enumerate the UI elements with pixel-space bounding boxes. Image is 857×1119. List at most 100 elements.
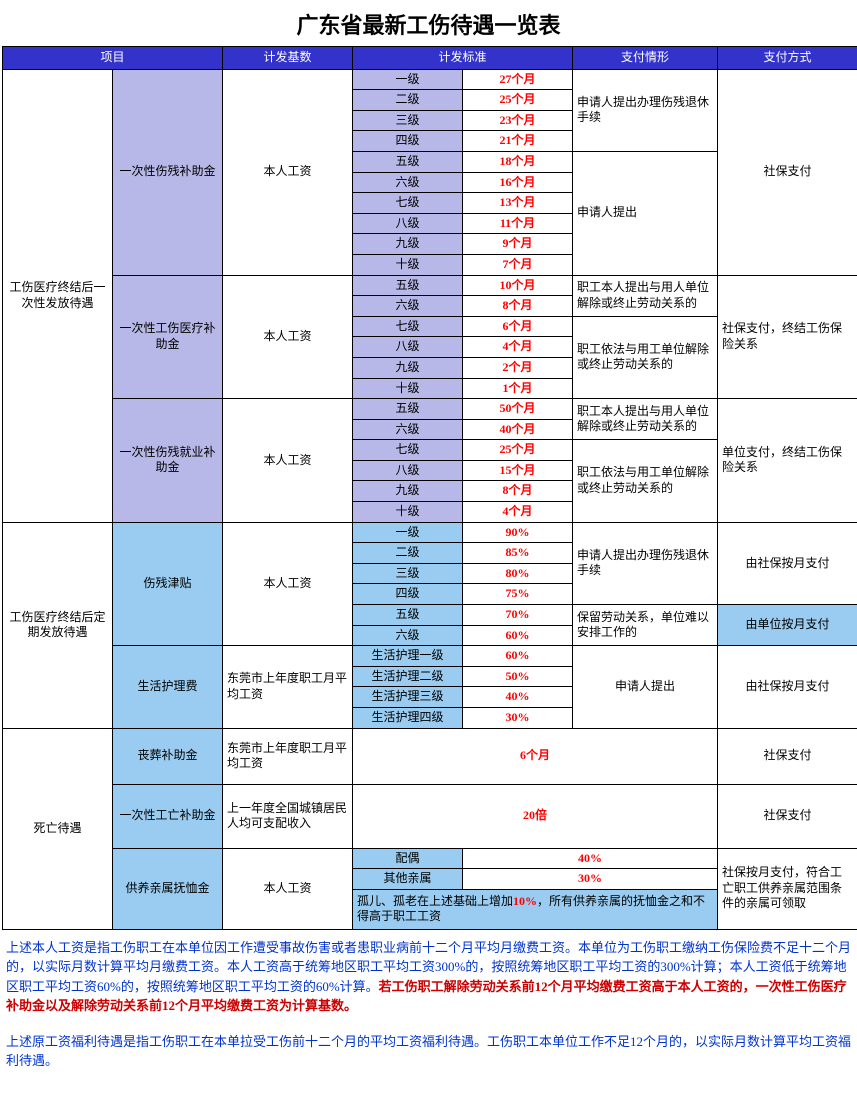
level: 配偶 [353, 848, 463, 869]
level: 其他亲属 [353, 869, 463, 890]
group-name: 一次性工伤医疗补助金 [113, 275, 223, 399]
level: 六级 [353, 296, 463, 317]
group-name: 供养亲属抚恤金 [113, 848, 223, 929]
level: 二级 [353, 543, 463, 564]
value: 18个月 [463, 151, 573, 172]
value: 90% [463, 522, 573, 543]
value: 40% [463, 687, 573, 708]
payment: 单位支付，终结工伤保险关系 [718, 399, 857, 523]
table-row: 一次性工亡补助金 上一年度全国城镇居民人均可支配收入 20倍 社保支付 [3, 784, 857, 848]
level: 六级 [353, 172, 463, 193]
th-situation: 支付情形 [573, 47, 718, 70]
situation: 申请人提出办理伤残退休手续 [573, 522, 718, 604]
payment: 社保支付 [718, 784, 857, 848]
footnote-1: 上述本人工资是指工伤职工在本单位因工作遭受事故伤害或者患职业病前十二个月平均月缴… [2, 930, 855, 1024]
group-name: 一次性伤残补助金 [113, 69, 223, 275]
value: 6个月 [463, 316, 573, 337]
value: 80% [463, 563, 573, 584]
value: 10个月 [463, 275, 573, 296]
situation: 职工依法与用工单位解除或终止劳动关系的 [573, 440, 718, 522]
value: 23个月 [463, 110, 573, 131]
value: 21个月 [463, 131, 573, 152]
value: 8个月 [463, 296, 573, 317]
table-row: 生活护理费 东莞市上年度职工月平均工资 生活护理一级 60% 申请人提出 由社保… [3, 646, 857, 667]
level: 三级 [353, 110, 463, 131]
base: 上一年度全国城镇居民人均可支配收入 [223, 784, 353, 848]
note-pct: 10% [513, 894, 537, 908]
level: 八级 [353, 213, 463, 234]
level: 四级 [353, 131, 463, 152]
section-name: 死亡待遇 [3, 728, 113, 929]
value: 11个月 [463, 213, 573, 234]
level: 三级 [353, 563, 463, 584]
level: 七级 [353, 193, 463, 214]
table-row: 供养亲属抚恤金 本人工资 配偶 40% 社保按月支付，符合工亡职工供养亲属范围条… [3, 848, 857, 869]
level: 十级 [353, 254, 463, 275]
level: 十级 [353, 502, 463, 523]
level: 生活护理二级 [353, 666, 463, 687]
section-name: 工伤医疗终结后一次性发放待遇 [3, 69, 113, 522]
value: 50个月 [463, 399, 573, 420]
value: 6个月 [353, 728, 718, 784]
value: 25个月 [463, 440, 573, 461]
benefits-table: 项目 计发基数 计发标准 支付情形 支付方式 工伤医疗终结后一次性发放待遇 一次… [2, 46, 857, 930]
page-title: 广东省最新工伤待遇一览表 [2, 2, 855, 46]
level: 五级 [353, 275, 463, 296]
table-row: 一次性工伤医疗补助金 本人工资 五级 10个月 职工本人提出与用人单位解除或终止… [3, 275, 857, 296]
payment: 社保支付，终结工伤保险关系 [718, 275, 857, 399]
value: 1个月 [463, 378, 573, 399]
th-base: 计发基数 [223, 47, 353, 70]
level: 八级 [353, 460, 463, 481]
group-name: 一次性伤残就业补助金 [113, 399, 223, 523]
situation: 职工本人提出与用人单位解除或终止劳动关系的 [573, 275, 718, 316]
situation: 保留劳动关系，单位难以安排工作的 [573, 605, 718, 646]
value: 60% [463, 625, 573, 646]
payment: 由单位按月支付 [718, 605, 857, 646]
level: 一级 [353, 522, 463, 543]
group-name: 一次性工亡补助金 [113, 784, 223, 848]
header-row: 项目 计发基数 计发标准 支付情形 支付方式 [3, 47, 857, 70]
situation: 申请人提出 [573, 646, 718, 728]
level: 九级 [353, 481, 463, 502]
base: 本人工资 [223, 848, 353, 929]
value: 60% [463, 646, 573, 667]
level: 一级 [353, 69, 463, 90]
value: 40个月 [463, 419, 573, 440]
level: 生活护理四级 [353, 708, 463, 729]
group-name: 生活护理费 [113, 646, 223, 728]
base: 本人工资 [223, 399, 353, 523]
level: 九级 [353, 234, 463, 255]
th-item: 项目 [3, 47, 223, 70]
level: 六级 [353, 419, 463, 440]
value: 4个月 [463, 337, 573, 358]
group-name: 丧葬补助金 [113, 728, 223, 784]
level: 九级 [353, 357, 463, 378]
payment: 社保按月支付，符合工亡职工供养亲属范围条件的亲属可领取 [718, 848, 857, 929]
level: 五级 [353, 399, 463, 420]
level: 二级 [353, 90, 463, 111]
value: 30% [463, 869, 718, 890]
value: 27个月 [463, 69, 573, 90]
value: 16个月 [463, 172, 573, 193]
value: 20倍 [353, 784, 718, 848]
situation: 职工依法与用工单位解除或终止劳动关系的 [573, 316, 718, 398]
situation: 申请人提出 [573, 151, 718, 275]
payment: 由社保按月支付 [718, 646, 857, 728]
group-name: 伤残津贴 [113, 522, 223, 646]
value: 70% [463, 605, 573, 626]
value: 9个月 [463, 234, 573, 255]
level: 七级 [353, 440, 463, 461]
value: 15个月 [463, 460, 573, 481]
level: 六级 [353, 625, 463, 646]
base: 本人工资 [223, 275, 353, 399]
level: 八级 [353, 337, 463, 358]
table-row: 工伤医疗终结后一次性发放待遇 一次性伤残补助金 本人工资 一级 27个月 申请人… [3, 69, 857, 90]
table-row: 一次性伤残就业补助金 本人工资 五级 50个月 职工本人提出与用人单位解除或终止… [3, 399, 857, 420]
value: 7个月 [463, 254, 573, 275]
base: 本人工资 [223, 522, 353, 646]
payment: 由社保按月支付 [718, 522, 857, 604]
level: 生活护理一级 [353, 646, 463, 667]
value: 13个月 [463, 193, 573, 214]
level: 五级 [353, 605, 463, 626]
note: 孤儿、孤老在上述基础上增加10%，所有供养亲属的抚恤金之和不得高于职工工资 [353, 889, 718, 929]
